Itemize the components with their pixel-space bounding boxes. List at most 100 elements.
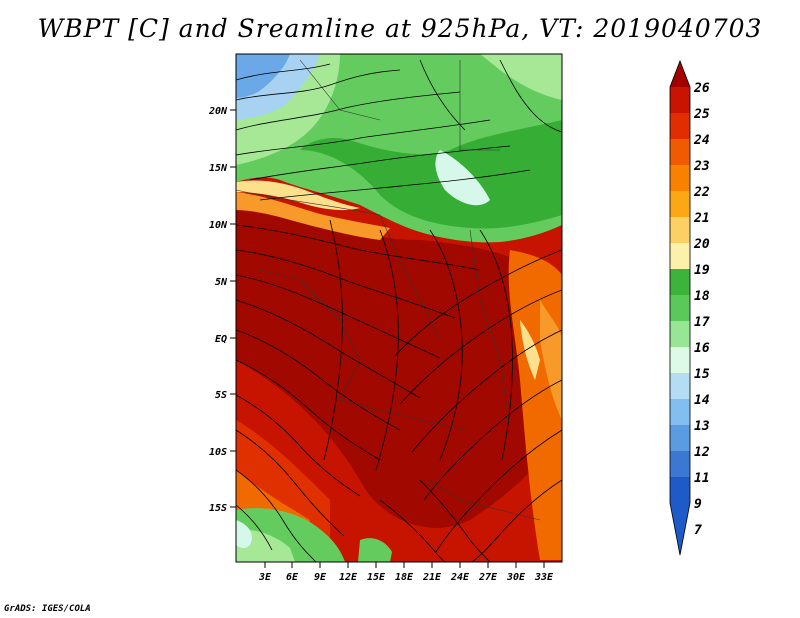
- colorbar-segment: [670, 451, 690, 477]
- colorbar-label: 17: [694, 315, 710, 330]
- colorbar-label: 18: [694, 289, 710, 304]
- colorbar-segment: [670, 269, 690, 295]
- country-boundaries: [236, 59, 541, 521]
- field-light-orange-east: [540, 300, 562, 420]
- streamline: [236, 69, 401, 101]
- colorbar-segment: [670, 191, 690, 217]
- streamline: [394, 249, 562, 357]
- colorbar-label: 22: [693, 185, 710, 200]
- field-blue-nw: [236, 54, 290, 98]
- field-cyan-patch: [435, 150, 490, 206]
- streamline: [323, 219, 343, 461]
- lon-label-6e: 6E: [286, 572, 299, 583]
- boundary: [259, 269, 361, 401]
- field-pale-transition: [236, 180, 360, 211]
- boundary: [236, 189, 381, 216]
- streamline: [236, 91, 461, 131]
- lon-label-9e: 9E: [314, 572, 327, 583]
- field-cyan-sw: [236, 520, 252, 549]
- colorbar: 26 25 24 23 22 21 20 19 18 17 16 15 14 1…: [669, 59, 710, 556]
- streamline: [419, 479, 491, 562]
- lon-label-27e: 27E: [478, 572, 498, 583]
- streamline: [236, 504, 273, 551]
- colorbar-label: 25: [693, 107, 710, 122]
- streamline: [499, 59, 562, 133]
- field-light-orange-transition: [236, 192, 390, 240]
- streamline: [236, 224, 481, 271]
- streamline: [419, 59, 466, 131]
- colorbar-label: 14: [694, 393, 710, 408]
- colorbar-label: 15: [694, 367, 710, 382]
- colorbar-segment: [670, 373, 690, 399]
- colorbar-label: 23: [693, 159, 710, 174]
- streamline: [236, 119, 491, 156]
- lat-label-15n: 15N: [209, 163, 228, 174]
- colorbar-segment: [670, 503, 690, 555]
- streamline: [423, 379, 562, 501]
- boundary: [429, 479, 541, 521]
- streamline: [399, 289, 562, 405]
- lat-label-5n: 5N: [215, 277, 228, 288]
- colorbar-label: 24: [693, 133, 710, 148]
- streamlines: [236, 59, 562, 562]
- colorbar-segment: [670, 425, 690, 451]
- streamline: [236, 299, 421, 399]
- lon-label-21e: 21E: [422, 572, 442, 583]
- streamline: [236, 63, 331, 81]
- lat-label-10n: 10N: [209, 220, 228, 231]
- colorbar-outline: [669, 59, 691, 556]
- colorbar-label: 16: [694, 341, 710, 356]
- lat-label-eq: EQ: [215, 334, 227, 345]
- streamline: [259, 169, 531, 201]
- grads-credit: GrADS: IGES/COLA: [4, 604, 91, 614]
- lon-label-15e: 15E: [367, 572, 386, 583]
- colorbar-segment: [670, 61, 690, 87]
- colorbar-segment: [670, 399, 690, 425]
- field-green-light-ne: [480, 54, 562, 100]
- field-hot-core-2: [321, 290, 488, 472]
- lat-label-5s: 5S: [215, 390, 227, 401]
- colorbar-label: 13: [694, 419, 710, 434]
- colorbar-label: 12: [694, 445, 710, 460]
- lon-label-24e: 24E: [450, 572, 470, 583]
- streamline: [236, 469, 317, 562]
- streamline: [379, 499, 446, 562]
- colorbar-segment: [670, 321, 690, 347]
- streamline: [236, 359, 381, 461]
- streamline: [236, 274, 441, 359]
- lat-label-10s: 10S: [209, 447, 227, 458]
- streamline: [236, 329, 401, 431]
- colorbar-segment: [670, 165, 690, 191]
- colorbar-label: 9: [694, 497, 702, 512]
- map-title: WBPT [C] and Sreamline at 925hPa, VT: 20…: [37, 14, 763, 43]
- lon-axis: 3E 6E 9E 12E 15E 18E 21E 24E 27E 30E 33E: [258, 562, 554, 583]
- lat-label-20n: 20N: [208, 106, 228, 117]
- colorbar-label: 19: [694, 263, 710, 278]
- lat-label-15s: 15S: [209, 503, 227, 514]
- wbpt-field: [236, 54, 562, 562]
- streamline: [236, 429, 345, 537]
- colorbar-label: 7: [694, 523, 702, 538]
- streamline: [429, 229, 463, 461]
- colorbar-segment: [670, 113, 690, 139]
- streamline: [249, 145, 511, 181]
- colorbar-segment: [670, 139, 690, 165]
- colorbar-segment: [670, 87, 690, 113]
- colorbar-segment: [670, 477, 690, 503]
- field-green-s: [358, 538, 392, 562]
- lon-label-18e: 18E: [395, 572, 414, 583]
- boundary: [469, 229, 511, 431]
- field-pale-lake: [520, 320, 540, 380]
- boundary: [459, 60, 500, 151]
- lon-label-30e: 30E: [506, 572, 526, 583]
- lon-label-33e: 33E: [534, 572, 554, 583]
- boundary: [299, 59, 381, 121]
- streamline: [375, 229, 399, 471]
- colorbar-segment: [670, 243, 690, 269]
- streamline: [435, 429, 562, 553]
- colorbar-segment: [670, 295, 690, 321]
- streamline: [411, 329, 562, 453]
- colorbar-segment: [670, 347, 690, 373]
- lon-label-12e: 12E: [339, 572, 358, 583]
